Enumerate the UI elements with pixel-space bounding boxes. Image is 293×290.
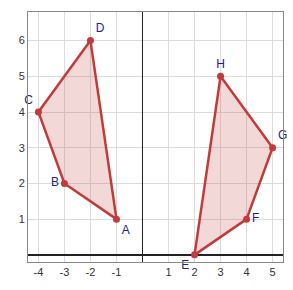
svg-text:-4: -4 xyxy=(34,266,44,278)
svg-text:-2: -2 xyxy=(86,266,96,278)
svg-text:A: A xyxy=(122,223,130,237)
svg-text:2: 2 xyxy=(19,177,25,189)
svg-text:E: E xyxy=(181,258,189,272)
svg-text:B: B xyxy=(51,175,59,189)
svg-text:4: 4 xyxy=(19,106,25,118)
svg-text:1: 1 xyxy=(19,213,25,225)
svg-text:D: D xyxy=(96,21,105,35)
svg-text:5: 5 xyxy=(19,70,25,82)
svg-text:5: 5 xyxy=(270,266,276,278)
svg-text:H: H xyxy=(216,57,225,71)
svg-text:C: C xyxy=(24,93,33,107)
svg-text:2: 2 xyxy=(191,266,197,278)
svg-text:-1: -1 xyxy=(112,266,122,278)
svg-text:G: G xyxy=(278,128,287,142)
svg-text:-3: -3 xyxy=(60,266,70,278)
svg-text:F: F xyxy=(252,211,259,225)
svg-text:1: 1 xyxy=(165,266,171,278)
svg-text:3: 3 xyxy=(217,266,223,278)
svg-text:6: 6 xyxy=(19,34,25,46)
svg-text:3: 3 xyxy=(19,142,25,154)
svg-text:4: 4 xyxy=(244,266,250,278)
